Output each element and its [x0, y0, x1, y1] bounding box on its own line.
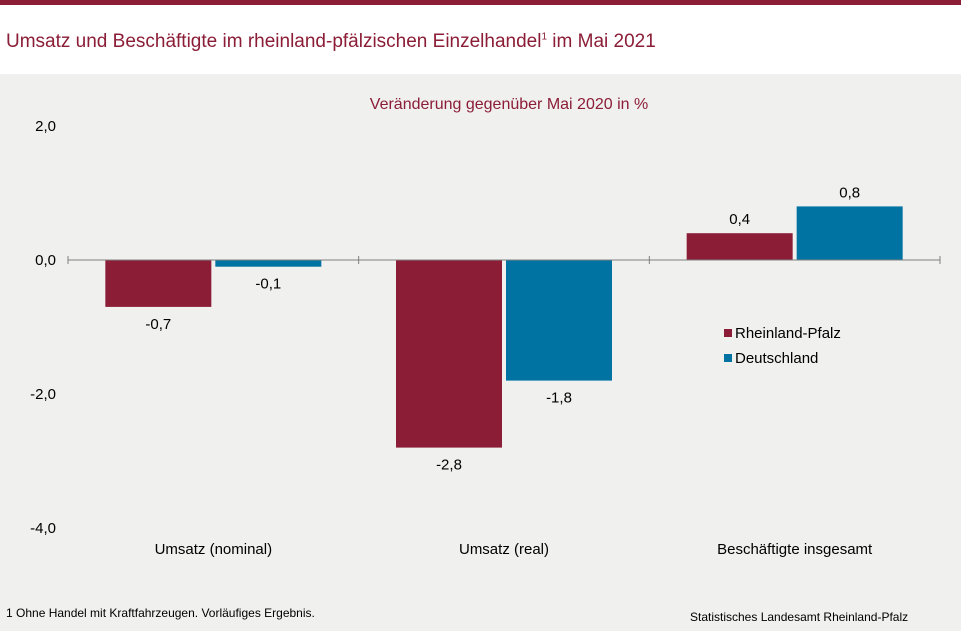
data-label: -2,8	[436, 457, 462, 474]
y-tick-label: -2,0	[30, 386, 56, 403]
title-footnote-mark: 1	[541, 31, 548, 43]
bar	[506, 260, 612, 381]
data-label: -1,8	[546, 390, 572, 407]
bar	[796, 206, 903, 260]
bar	[686, 233, 793, 260]
data-label: -0,7	[145, 316, 171, 333]
bar	[396, 260, 502, 448]
data-label: 0,4	[729, 211, 750, 228]
legend-label: Deutschland	[735, 350, 818, 367]
y-tick-label: 2,0	[35, 118, 56, 135]
category-label: Umsatz (nominal)	[155, 541, 273, 558]
data-label: 0,8	[839, 184, 860, 201]
top-rule	[0, 0, 961, 5]
category-label: Beschäftigte insgesamt	[717, 541, 873, 558]
title-main: Umsatz und Beschäftigte im rheinland-pfä…	[6, 31, 542, 52]
y-tick-label: 0,0	[35, 252, 56, 269]
bar	[215, 260, 322, 267]
page-title: Umsatz und Beschäftigte im rheinland-pfä…	[6, 31, 656, 53]
footnote: 1 Ohne Handel mit Kraftfahrzeugen. Vorlä…	[6, 606, 315, 620]
legend-swatch	[724, 354, 732, 362]
source-note: Statistisches Landesamt Rheinland-Pfalz	[690, 610, 909, 624]
legend-label: Rheinland-Pfalz	[735, 325, 841, 342]
header: Umsatz und Beschäftigte im rheinland-pfä…	[0, 5, 961, 74]
bar	[105, 260, 212, 307]
y-tick-label: -4,0	[30, 520, 56, 537]
legend-swatch	[724, 329, 732, 337]
category-label: Umsatz (real)	[459, 541, 549, 558]
title-end: im Mai 2021	[547, 31, 656, 52]
chart-title: Veränderung gegenüber Mai 2020 in %	[369, 96, 649, 113]
data-label: -0,1	[255, 276, 281, 293]
